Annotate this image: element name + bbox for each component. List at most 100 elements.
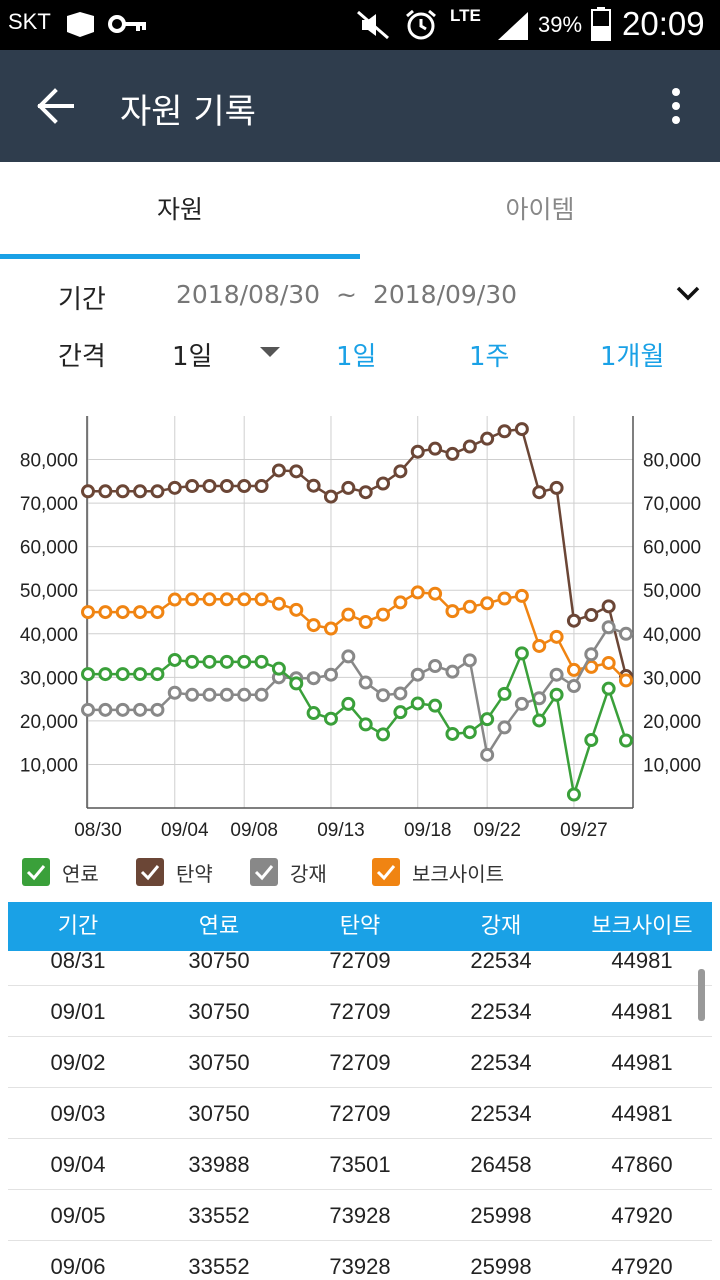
cell-fuel: 30750 bbox=[188, 999, 250, 1024]
data-point bbox=[237, 592, 252, 607]
data-point bbox=[358, 615, 373, 630]
data-point bbox=[532, 638, 547, 653]
data-point bbox=[323, 489, 338, 504]
cell-steel: 25998 bbox=[470, 1203, 532, 1228]
data-point bbox=[271, 463, 286, 478]
table-row[interactable]: 09/04 33988 73501 26458 47860 bbox=[8, 1139, 712, 1190]
data-point bbox=[167, 480, 182, 495]
y-tick-label-left: 20,000 bbox=[20, 712, 78, 733]
legend-steel-checkbox[interactable] bbox=[250, 858, 278, 886]
data-point bbox=[185, 654, 200, 669]
data-point bbox=[81, 484, 95, 499]
check-icon bbox=[140, 865, 160, 881]
legend-bauxite-checkbox[interactable] bbox=[372, 858, 400, 886]
data-point bbox=[358, 485, 373, 500]
legend-ammo[interactable]: 탄약 bbox=[136, 852, 213, 892]
interval-1week-button[interactable]: 1주 bbox=[469, 342, 510, 372]
table-row[interactable]: 09/02 30750 72709 22534 44981 bbox=[8, 1037, 712, 1088]
interval-1day-button[interactable]: 1일 bbox=[336, 342, 377, 372]
cell-fuel: 30750 bbox=[188, 951, 250, 973]
cell-bauxite: 44981 bbox=[611, 999, 673, 1024]
data-point bbox=[445, 604, 460, 619]
column-header-period[interactable]: 기간 bbox=[57, 914, 99, 939]
column-header-fuel[interactable]: 연료 bbox=[198, 914, 240, 939]
interval-1month-button[interactable]: 1개월 bbox=[600, 342, 665, 372]
data-point bbox=[150, 702, 165, 717]
period-range[interactable]: 2018/08/30 ~ 2018/09/30 bbox=[176, 280, 517, 309]
data-point bbox=[323, 621, 338, 636]
tab-bar: 자원 아이템 bbox=[0, 162, 720, 260]
data-point bbox=[150, 484, 165, 499]
dropdown-arrow-icon[interactable] bbox=[258, 345, 282, 359]
period-end: 2018/09/30 bbox=[372, 280, 518, 309]
tab-items[interactable]: 아이템 bbox=[505, 195, 575, 224]
data-point bbox=[254, 592, 269, 607]
cell-fuel: 33552 bbox=[188, 1254, 250, 1279]
y-tick-label-left: 50,000 bbox=[20, 581, 78, 602]
data-point bbox=[601, 599, 616, 614]
chevron-down-icon[interactable] bbox=[670, 276, 706, 312]
data-point bbox=[393, 464, 408, 479]
data-point bbox=[150, 605, 165, 620]
data-point bbox=[549, 687, 564, 702]
data-point bbox=[549, 667, 564, 682]
data-point bbox=[497, 720, 512, 735]
data-point bbox=[619, 733, 633, 748]
column-header-bauxite[interactable]: 보크사이트 bbox=[591, 914, 693, 939]
column-header-steel[interactable]: 강재 bbox=[480, 914, 522, 939]
data-point bbox=[81, 702, 95, 717]
period-start: 2018/08/30 bbox=[176, 280, 321, 309]
key-icon bbox=[108, 15, 146, 33]
table-row[interactable]: 09/06 33552 73928 25998 47920 bbox=[8, 1241, 712, 1280]
data-point bbox=[358, 675, 373, 690]
data-point bbox=[98, 484, 113, 499]
y-tick-label-left: 40,000 bbox=[20, 625, 78, 646]
data-point bbox=[393, 595, 408, 610]
alarm-icon bbox=[406, 9, 436, 40]
back-button[interactable] bbox=[26, 78, 86, 134]
data-point bbox=[445, 664, 460, 679]
data-point bbox=[358, 717, 373, 732]
legend-bauxite-label: 보크사이트 bbox=[412, 861, 504, 886]
data-point bbox=[98, 667, 113, 682]
chart-canvas: 10,000 10,000 20,000 20,000 30,000 30,000 40,0… bbox=[20, 416, 701, 841]
data-point bbox=[410, 696, 425, 711]
data-point bbox=[341, 480, 356, 495]
legend-fuel-label: 연료 bbox=[62, 861, 99, 886]
x-tick-label: 09/18 bbox=[404, 820, 452, 841]
data-point bbox=[601, 681, 616, 696]
data-point bbox=[323, 667, 338, 682]
data-point bbox=[341, 696, 356, 711]
data-point bbox=[566, 787, 581, 802]
cell-fuel: 30750 bbox=[188, 1101, 250, 1126]
status-bar: SKT LTE 39% 20:09 bbox=[0, 0, 720, 50]
data-point bbox=[185, 592, 200, 607]
data-point bbox=[202, 654, 217, 669]
data-point bbox=[306, 478, 321, 493]
legend-fuel[interactable]: 연료 bbox=[22, 852, 99, 892]
data-table[interactable]: 08/31 30750 72709 22534 44981 09/01 30750 72709… bbox=[8, 951, 712, 1280]
table-row[interactable]: 08/31 30750 72709 22534 44981 bbox=[8, 951, 712, 986]
table-row[interactable]: 09/03 30750 72709 22534 44981 bbox=[8, 1088, 712, 1139]
data-point bbox=[98, 605, 113, 620]
data-point bbox=[376, 688, 391, 703]
scrollbar[interactable] bbox=[698, 969, 705, 1021]
legend-bauxite[interactable]: 보크사이트 bbox=[372, 852, 504, 892]
signal-icon bbox=[498, 12, 528, 40]
x-tick-label: 09/08 bbox=[230, 820, 278, 841]
data-point bbox=[514, 422, 529, 437]
column-header-ammo[interactable]: 탄약 bbox=[339, 914, 381, 939]
interval-select[interactable]: 1일 bbox=[172, 342, 213, 372]
legend-ammo-label: 탄약 bbox=[176, 861, 213, 886]
legend-steel[interactable]: 강재 bbox=[250, 852, 327, 892]
cell-bauxite: 44981 bbox=[611, 1050, 673, 1075]
notification-icon bbox=[67, 12, 94, 37]
table-row[interactable]: 09/05 33552 73928 25998 47920 bbox=[8, 1190, 712, 1241]
table-row[interactable]: 09/01 30750 72709 22534 44981 bbox=[8, 986, 712, 1037]
legend-fuel-checkbox[interactable] bbox=[22, 858, 50, 886]
data-point bbox=[341, 607, 356, 622]
data-point bbox=[376, 476, 391, 491]
tab-resources[interactable]: 자원 bbox=[156, 195, 203, 224]
overflow-menu-button[interactable] bbox=[656, 78, 696, 134]
legend-ammo-checkbox[interactable] bbox=[136, 858, 164, 886]
